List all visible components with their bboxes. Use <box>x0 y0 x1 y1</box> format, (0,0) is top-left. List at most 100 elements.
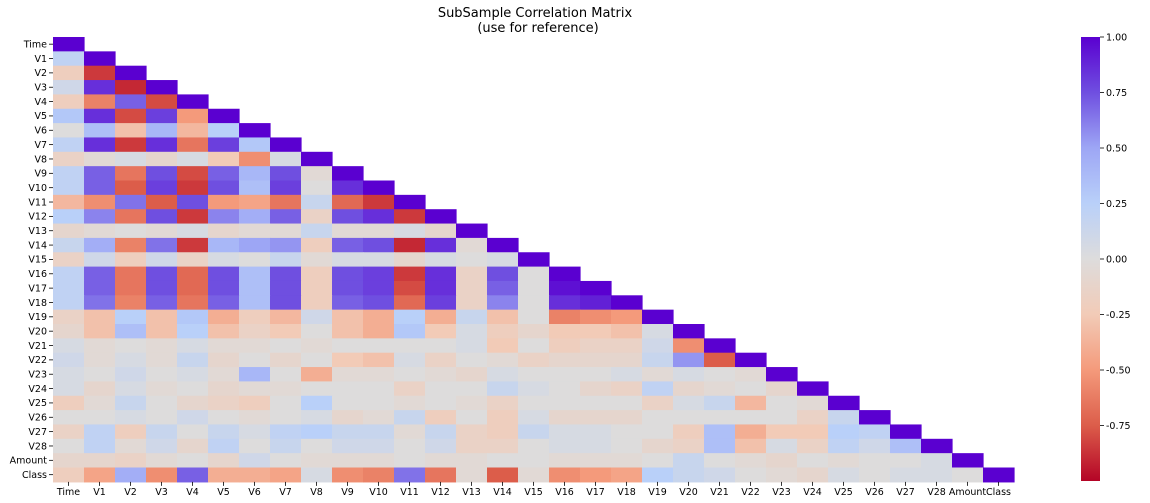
heatmap-cell-V19-V4 <box>177 309 209 325</box>
heatmap-cell-V24-V11 <box>394 381 426 397</box>
x-tick-label-V28: V28 <box>927 487 946 498</box>
heatmap-cell-V28-V6 <box>239 438 271 454</box>
heatmap-cell-V21-V20 <box>673 338 705 354</box>
heatmap-cell-V23-V7 <box>270 367 302 382</box>
heatmap-cell-V17-V2 <box>115 280 147 296</box>
heatmap-cell-V14-V7 <box>270 237 302 253</box>
heatmap-cell-V27-V16 <box>549 424 581 440</box>
heatmap-cell-V12-V2 <box>115 209 147 225</box>
heatmap-cell-V9-V8 <box>301 166 333 182</box>
heatmap-cell-V14-V12 <box>425 237 457 253</box>
x-tick-label-V17: V17 <box>586 487 605 498</box>
heatmap-cell-V13-Time <box>53 223 85 239</box>
heatmap-cell-V13-V10 <box>363 223 395 239</box>
heatmap-cell-V25-Time <box>53 395 85 411</box>
heatmap-cell-V23-V16 <box>549 367 581 382</box>
heatmap-cell-V17-V9 <box>332 280 364 296</box>
heatmap-cell-V22-Time <box>53 352 85 368</box>
x-tick-label-V16: V16 <box>555 487 574 498</box>
heatmap-cell-V28-V1 <box>84 438 116 454</box>
colorbar-tick-label: -0.25 <box>1106 310 1131 321</box>
heatmap-cell-V24-V21 <box>704 381 736 397</box>
heatmap-cell-V23-V17 <box>580 367 612 382</box>
heatmap-cell-V9-V1 <box>84 166 116 182</box>
heatmap-cell-V15-V12 <box>425 252 457 268</box>
y-tick-label-V24: V24 <box>28 384 47 395</box>
y-tick-label-V15: V15 <box>28 255 47 266</box>
heatmap-cell-V27-V20 <box>673 424 705 440</box>
heatmap-cell-V26-V24 <box>797 410 829 426</box>
y-tick-label-V10: V10 <box>28 183 47 194</box>
y-tick-label-Class: Class <box>22 470 47 481</box>
heatmap-cell-V26-V10 <box>363 410 395 426</box>
heatmap-cell-V16-V10 <box>363 266 395 282</box>
heatmap-cell-V23-V11 <box>394 367 426 382</box>
heatmap-cell-V26-V23 <box>766 410 798 426</box>
heatmap-cell-V21-V14 <box>487 338 519 354</box>
heatmap-cell-V20-V13 <box>456 324 488 339</box>
heatmap-cell-V9-V5 <box>208 166 240 182</box>
heatmap-cell-V26-V3 <box>146 410 178 426</box>
heatmap-cell-V26-V2 <box>115 410 147 426</box>
heatmap-cell-V16-V11 <box>394 266 426 282</box>
heatmap-cell-V16-Time <box>53 266 85 282</box>
heatmap-cell-V26-V14 <box>487 410 519 426</box>
heatmap-cell-V18-V1 <box>84 295 116 311</box>
heatmap-cell-V10-V6 <box>239 180 271 196</box>
heatmap-cell-V21-V11 <box>394 338 426 354</box>
heatmap-cell-V17-V7 <box>270 280 302 296</box>
heatmap-cell-V21-V4 <box>177 338 209 354</box>
heatmap-cell-V8-V5 <box>208 151 240 167</box>
heatmap-cell-V25-V18 <box>611 395 643 411</box>
heatmap-cell-V25-V2 <box>115 395 147 411</box>
x-tick-label-Class: Class <box>986 487 1011 498</box>
heatmap-cell-Amount-V4 <box>177 453 209 469</box>
x-tick-label-V14: V14 <box>493 487 512 498</box>
x-tick-label-V12: V12 <box>431 487 450 498</box>
colorbar-tick-label: 1.00 <box>1106 33 1127 44</box>
heatmap-cell-V17-V4 <box>177 280 209 296</box>
heatmap-cell-Amount-V13 <box>456 453 488 469</box>
heatmap-cell-V23-V2 <box>115 367 147 382</box>
x-tick-label-V25: V25 <box>834 487 853 498</box>
heatmap-cell-Class-V14 <box>487 467 519 483</box>
heatmap-cell-V23-V13 <box>456 367 488 382</box>
heatmap-cell-V12-V5 <box>208 209 240 225</box>
heatmap-cell-Class-Amount <box>952 467 984 483</box>
heatmap-cell-Amount-V9 <box>332 453 364 469</box>
x-tick-label-V18: V18 <box>617 487 636 498</box>
heatmap-cell-V28-V17 <box>580 438 612 454</box>
heatmap-cell-V21-V19 <box>642 338 674 354</box>
heatmap-cell-Class-V20 <box>673 467 705 483</box>
heatmap-cell-V28-V24 <box>797 438 829 454</box>
heatmap-cell-V28-V8 <box>301 438 333 454</box>
heatmap-cell-V27-V4 <box>177 424 209 440</box>
heatmap-cell-V26-V13 <box>456 410 488 426</box>
heatmap-cell-Class-V3 <box>146 467 178 483</box>
heatmap-cell-V6-V6 <box>239 123 271 139</box>
heatmap-cell-Class-V1 <box>84 467 116 483</box>
heatmap-cell-V23-V14 <box>487 367 519 382</box>
heatmap-cell-Amount-V24 <box>797 453 829 469</box>
heatmap-cell-V13-V2 <box>115 223 147 239</box>
heatmap-cell-Amount-Time <box>53 453 85 469</box>
heatmap-cell-V20-V5 <box>208 324 240 339</box>
heatmap-cell-V28-Time <box>53 438 85 454</box>
heatmap-cells <box>53 37 1015 483</box>
heatmap-cell-V21-V18 <box>611 338 643 354</box>
y-tick-label-V5: V5 <box>34 111 47 122</box>
heatmap-cell-V26-V15 <box>518 410 550 426</box>
heatmap-cell-V28-V9 <box>332 438 364 454</box>
heatmap-cell-V14-V14 <box>487 237 519 253</box>
chart-subtitle: (use for reference) <box>477 21 598 36</box>
heatmap-cell-V7-V1 <box>84 137 116 153</box>
heatmap-cell-V4-V3 <box>146 94 178 110</box>
y-tick-label-V20: V20 <box>28 326 47 337</box>
x-tick-label-V19: V19 <box>648 487 667 498</box>
heatmap-cell-V20-V4 <box>177 324 209 339</box>
heatmap-cell-V22-V15 <box>518 352 550 368</box>
heatmap-cell-V15-V9 <box>332 252 364 268</box>
heatmap-cell-V26-V12 <box>425 410 457 426</box>
colorbar-tick-label: -0.75 <box>1106 421 1131 432</box>
heatmap-cell-V22-V18 <box>611 352 643 368</box>
